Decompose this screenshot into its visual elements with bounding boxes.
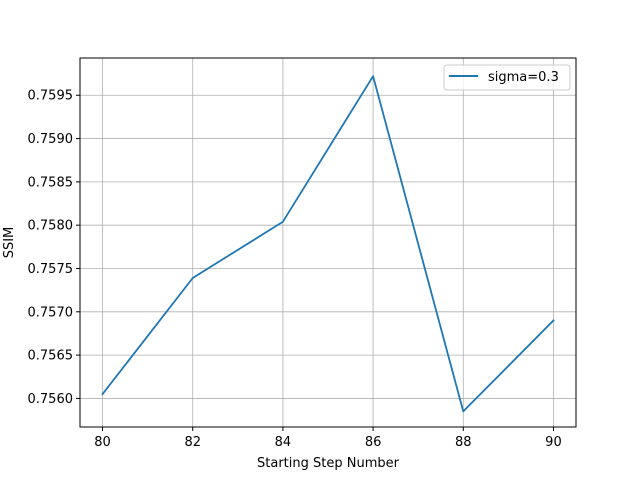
x-tick-label: 88 bbox=[455, 435, 472, 450]
series-line bbox=[101, 75, 555, 413]
axis-ticks: 80 82 84 86 88 90 0.7560 0.7565 0.7570 0.7575 0.75… bbox=[28, 89, 562, 450]
x-tick-label: 80 bbox=[94, 435, 111, 450]
y-tick-label: 0.7595 bbox=[28, 89, 74, 104]
plot-frame bbox=[79, 57, 577, 428]
x-axis-label: Starting Step Number bbox=[257, 456, 400, 471]
legend: sigma=0.3 bbox=[443, 64, 571, 91]
grid bbox=[80, 58, 576, 427]
y-tick-label: 0.7565 bbox=[28, 349, 74, 364]
x-tick-label: 86 bbox=[365, 435, 382, 450]
y-tick-label: 0.7585 bbox=[28, 175, 74, 190]
x-tick-label: 84 bbox=[275, 435, 292, 450]
legend-box bbox=[443, 64, 571, 91]
x-tick-label: 90 bbox=[545, 435, 562, 450]
plot-area bbox=[80, 58, 576, 427]
y-tick-label: 0.7590 bbox=[28, 132, 74, 147]
legend-entry: sigma=0.3 bbox=[488, 70, 559, 85]
y-axis-label: SSIM bbox=[2, 227, 17, 259]
series-layer bbox=[101, 75, 555, 413]
y-tick-label: 0.7575 bbox=[28, 262, 74, 277]
y-tick-label: 0.7560 bbox=[28, 392, 74, 407]
y-tick-label: 0.7570 bbox=[28, 305, 74, 320]
x-tick-label: 82 bbox=[184, 435, 201, 450]
y-tick-label: 0.7580 bbox=[28, 219, 74, 234]
